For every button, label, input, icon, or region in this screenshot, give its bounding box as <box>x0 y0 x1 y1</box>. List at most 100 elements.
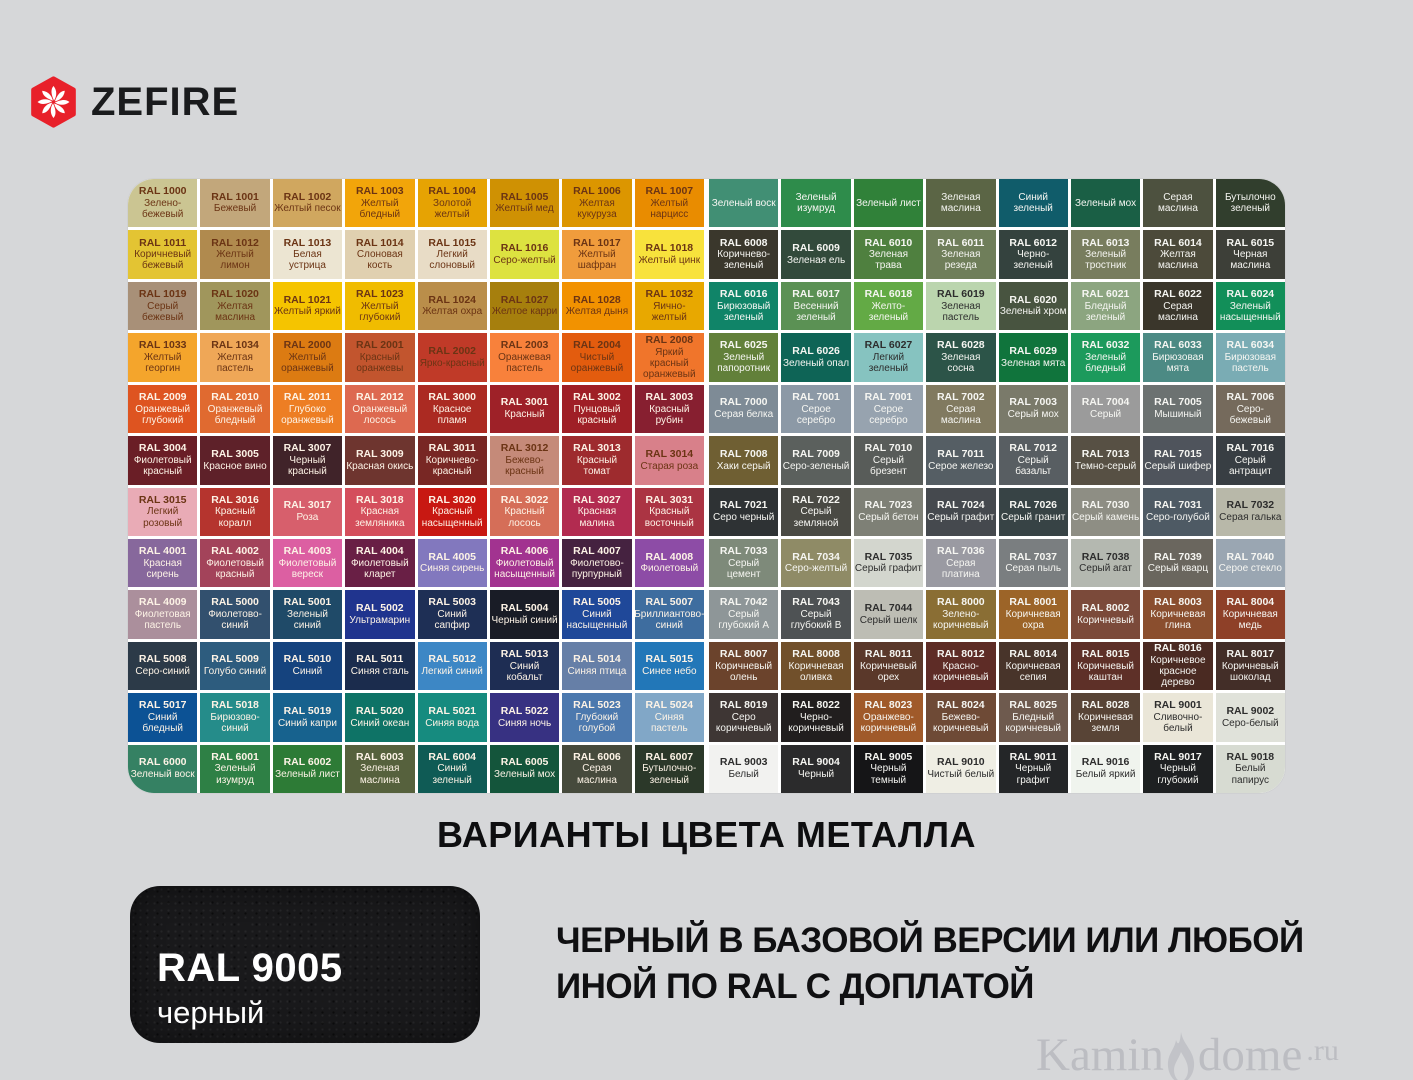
ral-swatch: RAL 5000 Фиолетово-синий <box>200 590 270 639</box>
ral-swatch: RAL 9002 Серо-белый <box>1215 693 1285 742</box>
ral-swatch: RAL 6013 Зеленый тростник <box>1070 230 1141 279</box>
ral-swatch-name: Зеленая резеда <box>941 249 981 272</box>
ral-swatch-code: RAL 6002 <box>283 756 332 769</box>
ral-swatch: RAL 7010 Серый брезент <box>853 436 924 485</box>
ral-swatch-code: RAL 2011 <box>283 390 331 403</box>
ral-swatch-name: Синяя сталь <box>350 666 409 678</box>
ral-swatch-name: Зеленый опал <box>783 357 850 369</box>
ral-swatch: RAL 5009 Голубо синий <box>200 641 270 691</box>
ral-swatch: RAL 6033 Бирюзовая мята <box>1143 333 1213 382</box>
ral-swatch-code: RAL 7004 <box>1081 396 1130 409</box>
ral-swatch-code: RAL 7001 <box>864 390 913 403</box>
ral-swatch-name: Фиолетовый <box>640 563 699 575</box>
ral-swatch: RAL 8028 Коричневая земля <box>1070 693 1141 742</box>
ral-swatch-code: RAL 2000 <box>283 339 332 352</box>
ral-swatch-name: Серый гранит <box>1001 511 1066 523</box>
ral-swatch-name: Желто-зеленый <box>868 300 909 323</box>
ral-swatch-code: RAL 9003 <box>719 756 768 769</box>
ral-swatch-code: RAL 3031 <box>645 493 694 506</box>
ral-swatch: RAL 7000 Серая белка <box>709 384 779 434</box>
ral-swatch: RAL 6010 Зеленая трава <box>853 230 924 279</box>
ral-swatch: RAL 5021 Синяя вода <box>417 693 487 742</box>
ral-swatch-code: RAL 5005 <box>573 596 621 609</box>
ral-swatch-name: Серый графит <box>927 511 995 523</box>
ral-swatch: Зеленый мох <box>1070 179 1141 228</box>
ral-swatch-name: Яично-желтый <box>651 300 687 323</box>
ral-swatch: RAL 7012 Серый базальт <box>998 436 1068 485</box>
ral-swatch: RAL 6025 Зеленый папоротник <box>709 333 779 382</box>
ral-swatch: RAL 5022 Синяя ночь <box>489 693 560 742</box>
ral-swatch-code: RAL 7012 <box>1009 442 1058 455</box>
ral-swatch: RAL 2008 Яркий красный оранжевый <box>634 333 704 382</box>
ral-swatch-code: RAL 8012 <box>936 647 985 660</box>
ral-swatch-code: RAL 1003 <box>355 185 404 198</box>
ral-swatch: RAL 1019 Серый бежевый <box>128 281 198 331</box>
ral-swatch-code: RAL 5009 <box>211 653 259 666</box>
ral-swatch-name: Красная окись <box>346 460 414 472</box>
ral-swatch-name: Желтый нарцисс <box>650 197 689 221</box>
ral-swatch-name: Зеленый воск <box>711 197 776 209</box>
featured-color-name: черный <box>157 995 265 1030</box>
ral-swatch-name: Зеленая пастель <box>941 300 981 323</box>
ral-swatch-code: RAL 8008 <box>792 647 840 660</box>
ral-swatch: RAL 1024 Желтая охра <box>417 281 487 331</box>
ral-swatch: RAL 3013 Красный томат <box>562 436 632 485</box>
ral-swatch: RAL 7036 Серая платина <box>926 538 996 588</box>
ral-swatch-code: RAL 2001 <box>355 339 404 352</box>
ral-swatch: RAL 7043 Серый глубокий В <box>781 590 851 639</box>
ral-swatch-code: RAL 7008 <box>719 447 768 460</box>
ral-swatch-name: Белый яркий <box>1075 769 1136 781</box>
ral-swatch: RAL 2009 Оранжевый глубокий <box>128 384 198 434</box>
ral-swatch-code: RAL 2009 <box>138 390 187 403</box>
ral-swatch: RAL 3002 Пунцовый красный <box>562 384 632 434</box>
ral-swatch-name: Серая маслина <box>1157 300 1198 323</box>
ral-swatch-name: Коричневый каштан <box>1077 660 1135 683</box>
ral-table-left: RAL 1000 Зелено-бежевый RAL 1001 Бежевый RAL… <box>128 179 704 793</box>
ral-swatch: RAL 3020 Красный насыщенный <box>417 487 487 536</box>
ral-swatch-code: RAL 9001 <box>1154 699 1202 712</box>
ral-swatch-code: RAL 1033 <box>138 339 187 352</box>
ral-swatch-code: RAL 8024 <box>936 699 985 712</box>
ral-swatch-name: Синий бледный <box>142 712 183 735</box>
ral-swatch: RAL 2000 Желтый оранжевый <box>272 333 343 382</box>
ral-swatch: RAL 3018 Красная земляника <box>345 487 415 536</box>
ral-swatch: RAL 6016 Бирюзовый зеленый <box>709 281 779 331</box>
ral-swatch-name: Синяя вода <box>425 717 480 729</box>
ral-swatch-code: RAL 1000 <box>138 185 187 198</box>
ral-swatch: RAL 5008 Серо-синий <box>128 641 198 691</box>
ral-swatch-name: Желтый бледный <box>359 197 401 221</box>
ral-swatch-name: Желтая охра <box>422 306 483 318</box>
ral-swatch-code: RAL 4002 <box>211 545 259 558</box>
ral-swatch: Серая маслина <box>1143 179 1213 228</box>
ral-swatch-code: RAL 5021 <box>428 704 477 717</box>
ral-swatch-name: Синяя птица <box>567 666 627 678</box>
ral-swatch-code: RAL 9010 <box>936 756 985 769</box>
ral-swatch-name: Фиолетовый кларет <box>350 557 409 580</box>
ral-swatch: RAL 5010 Синий <box>272 641 343 691</box>
ral-swatch-name: Легкий синий <box>421 666 483 678</box>
ral-swatch-name: Зеленая маслина <box>359 763 400 786</box>
ral-swatch-code: RAL 7001 <box>792 390 840 403</box>
ral-swatch: RAL 1027 Желтое карри <box>489 281 560 331</box>
ral-swatch-name: Зеленый синий <box>286 609 328 632</box>
ral-swatch: RAL 9004 Черный <box>781 744 851 793</box>
ral-swatch-code: RAL 9002 <box>1226 704 1275 717</box>
ral-swatch: RAL 5001 Зеленый синий <box>272 590 343 639</box>
ral-swatch-name: Черный красный <box>288 454 327 478</box>
ral-swatch: RAL 9017 Черный глубокий <box>1143 744 1213 793</box>
ral-swatch: RAL 1033 Желтый георгин <box>128 333 198 382</box>
ral-swatch: RAL 7034 Серо-желтый <box>781 538 851 588</box>
ral-swatch: RAL 3005 Красное вино <box>200 436 270 485</box>
ral-swatch-name: Оранжевый бледный <box>207 403 263 426</box>
ral-swatch-code: RAL 6025 <box>719 339 768 352</box>
ral-swatch: RAL 1028 Желтая дыня <box>562 281 632 331</box>
ral-swatch-name: Зеленый воск <box>130 769 195 781</box>
ral-swatch: RAL 6006 Серая маслина <box>562 744 632 793</box>
ral-swatch-code: RAL 8004 <box>1226 596 1275 609</box>
ral-swatch: RAL 6001 Зеленый изумруд <box>200 744 270 793</box>
ral-swatch: RAL 3004 Фиолетовый красный <box>128 436 198 485</box>
ral-swatch-name: Весенний зеленый <box>793 300 839 323</box>
ral-swatch: RAL 8007 Коричневый олень <box>709 641 779 691</box>
ral-swatch: RAL 6024 Зеленый насыщенный <box>1215 281 1285 331</box>
ral-swatch-code: RAL 6034 <box>1226 339 1275 352</box>
